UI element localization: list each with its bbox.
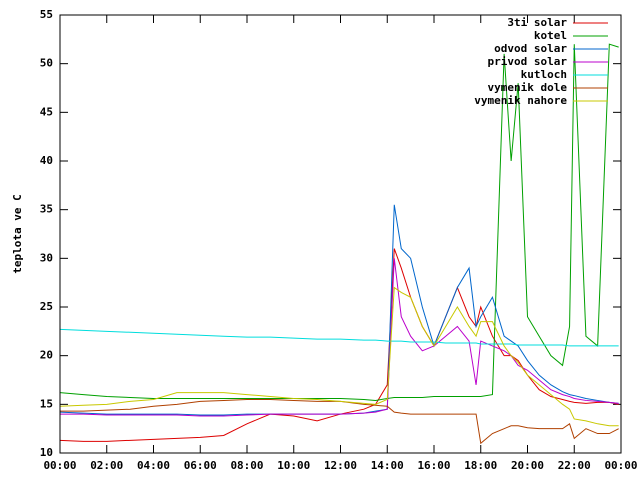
- series-line: [59, 286, 619, 427]
- plot-frame: [59, 14, 622, 454]
- y-tick-label: 25: [40, 300, 53, 313]
- y-tick-label: 35: [40, 203, 53, 216]
- x-tick-label: 18:00: [464, 459, 497, 472]
- legend-label: 3ti solar: [507, 16, 567, 29]
- series-line: [59, 43, 619, 401]
- series-line: [60, 398, 619, 445]
- x-tick-label: 16:00: [417, 459, 450, 472]
- y-tick-label: 20: [40, 349, 53, 362]
- y-tick-label: 50: [40, 57, 53, 70]
- legend-label: odvod solar: [494, 42, 567, 55]
- x-tick-label: 12:00: [324, 459, 357, 472]
- legend-label: kutloch: [521, 68, 567, 81]
- series-line: [59, 328, 619, 347]
- x-tick-label: 10:00: [277, 459, 310, 472]
- x-tick-label: 00:00: [604, 459, 637, 472]
- y-tick-label: 15: [40, 397, 53, 410]
- legend-label: vymenik nahore: [474, 94, 567, 107]
- y-axis-label: teplota ve C: [11, 194, 24, 273]
- legend-label: kotel: [534, 29, 567, 42]
- x-tick-label: 08:00: [230, 459, 263, 472]
- legend-label: vymenik dole: [488, 81, 568, 94]
- x-tick-label: 04:00: [137, 459, 170, 472]
- legend-label: privod solar: [488, 55, 568, 68]
- y-tick-label: 10: [40, 446, 53, 459]
- x-tick-label: 00:00: [43, 459, 76, 472]
- x-tick-label: 20:00: [511, 459, 544, 472]
- y-tick-label: 55: [40, 8, 53, 21]
- x-tick-label: 22:00: [558, 459, 591, 472]
- x-tick-label: 06:00: [184, 459, 217, 472]
- y-tick-label: 45: [40, 105, 53, 118]
- y-tick-label: 40: [40, 154, 53, 167]
- series-line: [60, 258, 619, 417]
- x-tick-label: 02:00: [90, 459, 123, 472]
- x-tick-label: 14:00: [371, 459, 404, 472]
- y-tick-label: 30: [40, 251, 53, 264]
- series-line: [59, 204, 619, 416]
